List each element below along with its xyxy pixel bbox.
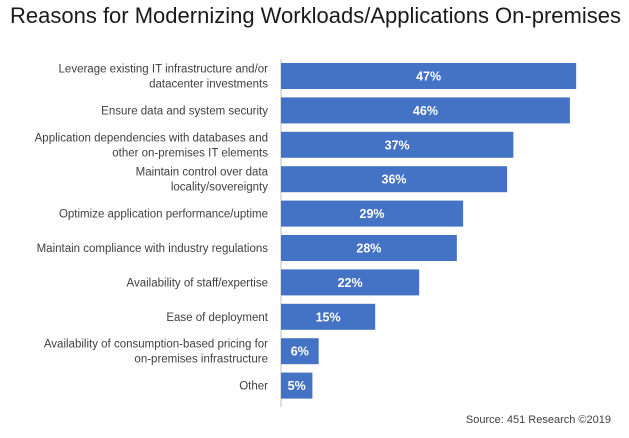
category-label: Availability of staff/expertise (127, 277, 268, 289)
chart-title: Reasons for Modernizing Workloads/Applic… (10, 3, 621, 28)
bar (281, 235, 457, 261)
bar-value-label: 36% (382, 173, 407, 187)
bar-value-label: 28% (356, 242, 381, 256)
bar (281, 63, 577, 89)
category-label: Ease of deployment (166, 312, 268, 324)
bar (281, 303, 376, 330)
bar (281, 166, 508, 193)
bar-value-label: 22% (338, 276, 363, 290)
category-label: Availability of consumption-based pricin… (44, 339, 268, 366)
bar (281, 131, 514, 158)
bar (281, 269, 420, 296)
bar-value-label: 6% (291, 345, 309, 359)
bar (281, 97, 570, 124)
bar (281, 200, 464, 227)
bar-value-label: 15% (316, 310, 341, 324)
bar-value-label: 37% (385, 138, 410, 152)
bar-value-label: 5% (288, 379, 306, 393)
bar (281, 338, 319, 365)
category-label: Maintain control over data locality/sover… (136, 167, 269, 194)
bar (281, 372, 313, 399)
category-label: Maintain compliance with industry regula… (37, 243, 269, 255)
bar-value-label: 47% (416, 70, 441, 84)
bars-group: 47% Leverage existing IT infrastructure a… (35, 63, 577, 399)
category-label: Optimize application performance/uptime (59, 209, 268, 221)
source-note: Source: 451 Research ©2019 (465, 414, 611, 426)
bar-value-label: 29% (360, 207, 385, 221)
category-label: Other (239, 381, 268, 393)
category-label: Application dependencies with databases … (35, 132, 269, 159)
bar-value-label: 46% (413, 104, 438, 118)
category-label: Leverage existing IT infrastructure and/… (59, 64, 269, 91)
category-label: Ensure data and system security (101, 105, 268, 117)
